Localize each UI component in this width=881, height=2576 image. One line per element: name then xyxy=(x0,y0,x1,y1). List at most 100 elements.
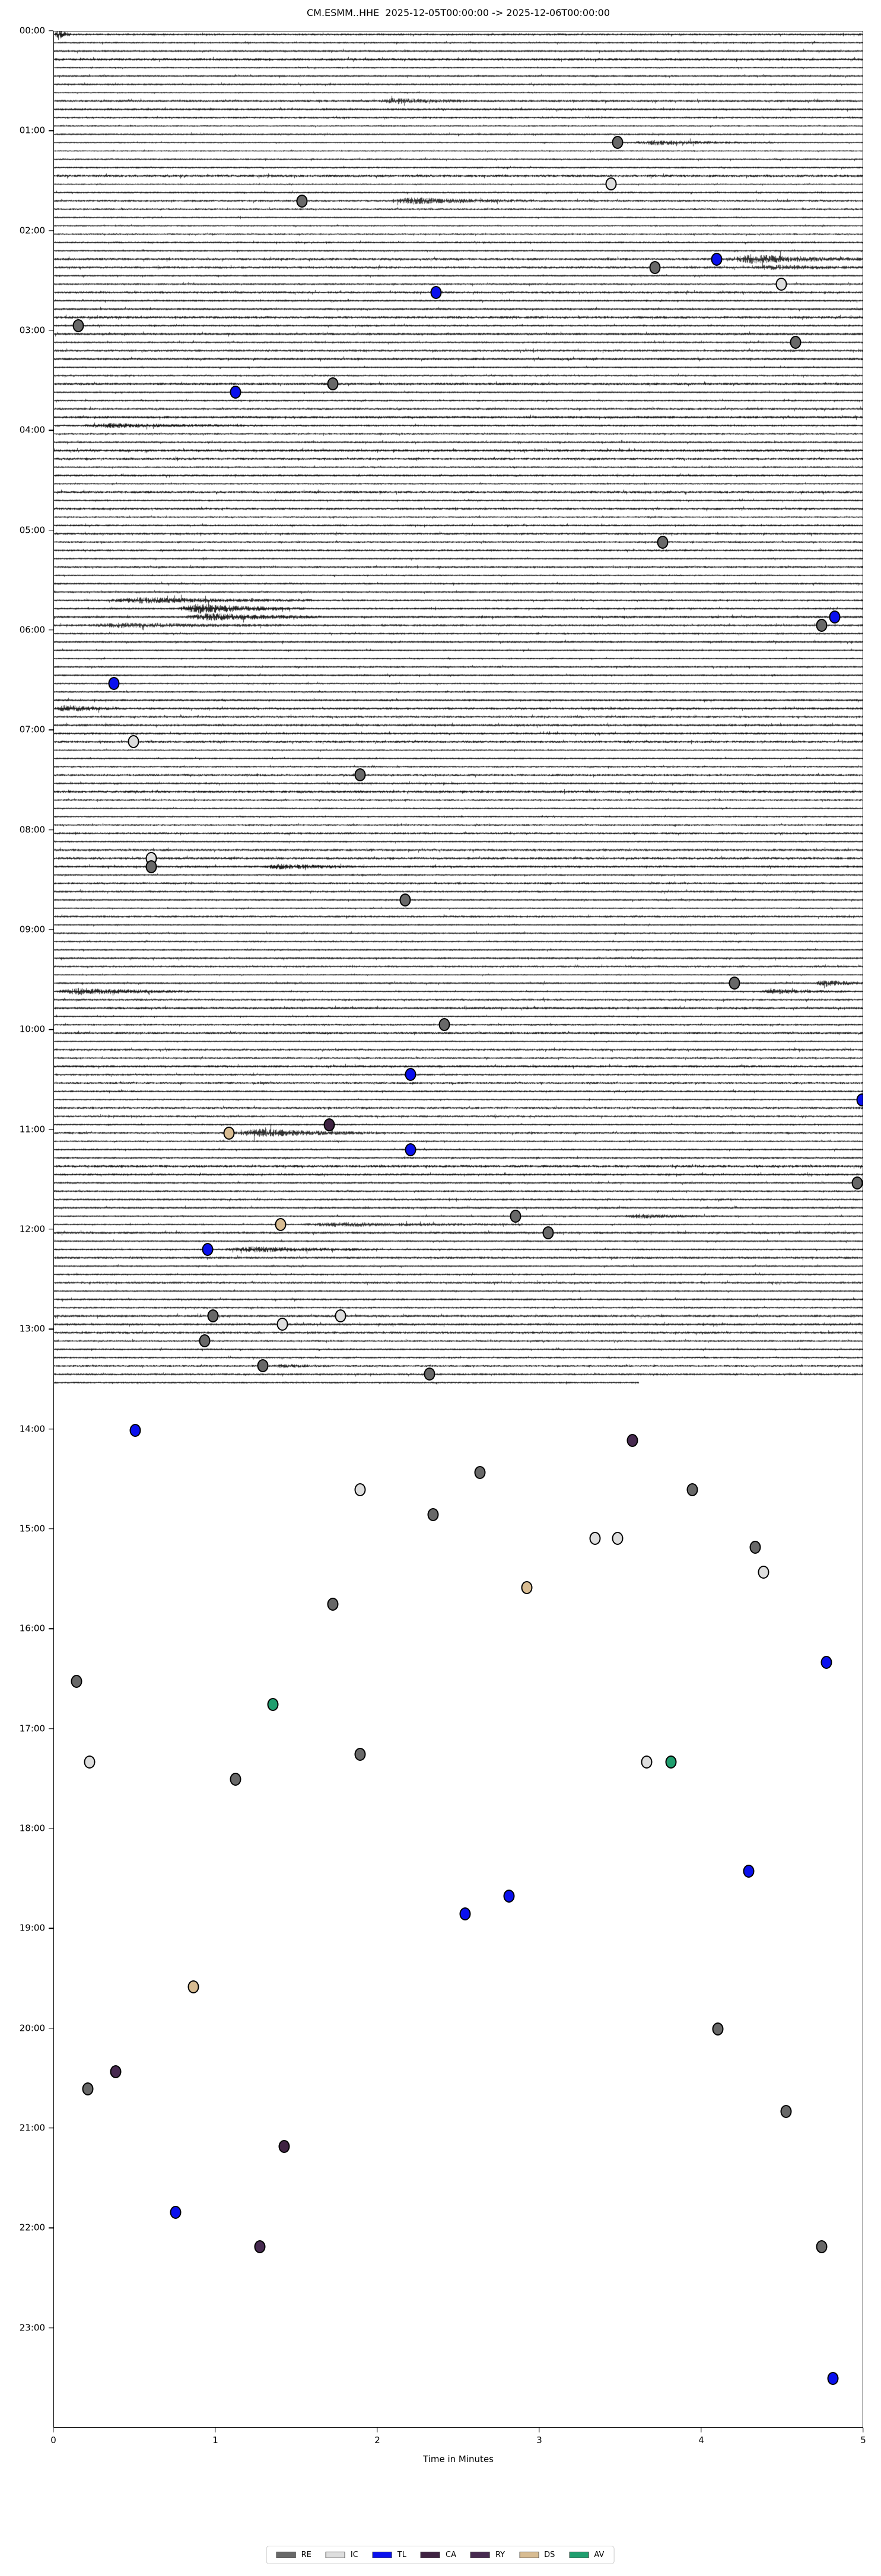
y-axis-tick-label: 20:00 xyxy=(19,2022,45,2034)
event-marker-tl xyxy=(430,285,442,299)
legend-label: RY xyxy=(495,2550,505,2559)
y-axis-tick xyxy=(49,629,53,631)
legend-swatch-re xyxy=(276,2552,296,2558)
y-axis-tick xyxy=(49,2127,53,2129)
event-marker-re xyxy=(780,2105,792,2119)
y-axis-tick-label: 15:00 xyxy=(19,1523,45,1534)
y-axis-tick-label: 00:00 xyxy=(19,25,45,36)
y-axis-tick xyxy=(49,829,53,831)
y-axis-tick xyxy=(49,430,53,431)
y-axis-tick-label: 04:00 xyxy=(19,424,45,435)
legend-label: AV xyxy=(594,2550,605,2559)
event-marker-re xyxy=(424,1367,435,1381)
y-axis-tick-label: 18:00 xyxy=(19,1823,45,1834)
event-marker-tl xyxy=(827,2371,839,2385)
event-marker-ic xyxy=(605,177,617,191)
y-axis-tick-label: 02:00 xyxy=(19,225,45,236)
y-axis-tick-label: 13:00 xyxy=(19,1323,45,1334)
x-axis-title: Time in Minutes xyxy=(423,2454,494,2464)
legend-entry-tl: TL xyxy=(372,2551,406,2559)
y-axis-tick-label: 19:00 xyxy=(19,1922,45,1933)
legend-label: DS xyxy=(544,2550,555,2559)
event-marker-ry xyxy=(110,2065,122,2078)
legend-entry-ds: DS xyxy=(519,2551,555,2559)
y-axis-tick-label: 01:00 xyxy=(19,125,45,136)
y-axis-tick xyxy=(49,1728,53,1729)
event-marker-av xyxy=(665,1756,677,1769)
event-marker-tl xyxy=(405,1068,416,1082)
event-marker-tl xyxy=(129,1424,141,1438)
y-axis-tick xyxy=(49,230,53,231)
event-marker-re xyxy=(749,1541,761,1554)
event-marker-ic xyxy=(128,735,139,749)
event-marker-re xyxy=(354,1747,366,1761)
event-marker-re xyxy=(427,1508,439,1521)
event-marker-re xyxy=(207,1309,219,1323)
event-marker-re xyxy=(816,2240,828,2253)
legend-swatch-ds xyxy=(519,2552,539,2558)
event-marker-re xyxy=(399,893,411,907)
event-marker-re xyxy=(510,1209,521,1223)
event-marker-ic xyxy=(758,1566,769,1579)
event-marker-ds xyxy=(223,1126,235,1140)
event-marker-re xyxy=(327,377,339,391)
event-marker-ic xyxy=(335,1309,346,1323)
x-axis-tick-label: 2 xyxy=(374,2435,380,2445)
event-marker-ry xyxy=(254,2240,266,2253)
event-marker-re xyxy=(657,535,669,549)
legend: RE IC TL CA RY DS AV xyxy=(266,2546,615,2564)
event-marker-tl xyxy=(820,1655,832,1669)
event-marker-re xyxy=(816,618,828,632)
event-marker-re xyxy=(712,2022,724,2036)
event-marker-ry xyxy=(626,1434,638,1448)
y-axis-tick-label: 10:00 xyxy=(19,1023,45,1035)
event-marker-re xyxy=(851,1176,863,1190)
x-axis-tick-label: 3 xyxy=(536,2435,542,2445)
event-marker-re xyxy=(230,1772,241,1786)
y-axis-tick-label: 23:00 xyxy=(19,2322,45,2333)
legend-entry-re: RE xyxy=(276,2551,311,2559)
event-marker-re xyxy=(145,860,157,873)
event-marker-tl xyxy=(170,2206,182,2219)
event-marker-re xyxy=(296,194,308,208)
y-axis-tick-label: 16:00 xyxy=(19,1623,45,1634)
event-marker-re xyxy=(72,319,84,332)
event-marker-ds xyxy=(521,1580,533,1594)
x-axis-tick-label: 1 xyxy=(212,2435,218,2445)
event-marker-re xyxy=(542,1226,554,1239)
event-marker-re xyxy=(257,1359,269,1373)
y-axis-tick xyxy=(49,1029,53,1030)
event-marker-tl xyxy=(230,386,241,399)
plot-title: CM.ESMM..HHE 2025-12-05T00:00:00 -> 2025… xyxy=(306,7,610,18)
event-marker-ic xyxy=(641,1756,653,1769)
event-marker-re xyxy=(438,1018,450,1032)
event-marker-tl xyxy=(503,1889,515,1903)
legend-entry-ic: IC xyxy=(325,2551,358,2559)
event-marker-re xyxy=(649,260,661,274)
y-axis-tick xyxy=(49,1328,53,1330)
event-marker-ic xyxy=(612,1532,624,1545)
event-marker-ic xyxy=(589,1532,601,1545)
legend-swatch-ic xyxy=(325,2552,345,2558)
legend-entry-ca: CA xyxy=(420,2551,456,2559)
event-marker-tl xyxy=(743,1864,755,1878)
event-marker-tl xyxy=(405,1143,416,1156)
event-marker-tl xyxy=(856,1093,863,1106)
event-marker-re xyxy=(82,2082,94,2095)
legend-swatch-av xyxy=(569,2552,589,2558)
event-marker-ca xyxy=(278,2140,290,2154)
event-marker-av xyxy=(267,1697,279,1711)
event-marker-ds xyxy=(187,1980,199,1993)
legend-swatch-ry xyxy=(470,2552,490,2558)
y-axis-tick-label: 06:00 xyxy=(19,624,45,635)
y-axis-tick-label: 12:00 xyxy=(19,1223,45,1235)
event-marker-re xyxy=(327,1598,339,1611)
legend-label: RE xyxy=(301,2550,311,2559)
y-axis-tick-label: 11:00 xyxy=(19,1124,45,1135)
y-axis-tick xyxy=(49,1528,53,1529)
event-marker-ic xyxy=(84,1756,96,1769)
y-axis-tick-label: 22:00 xyxy=(19,2222,45,2233)
event-marker-tl xyxy=(202,1243,214,1256)
event-marker-ic xyxy=(276,1318,288,1331)
seismic-trace-canvas xyxy=(54,31,863,2427)
